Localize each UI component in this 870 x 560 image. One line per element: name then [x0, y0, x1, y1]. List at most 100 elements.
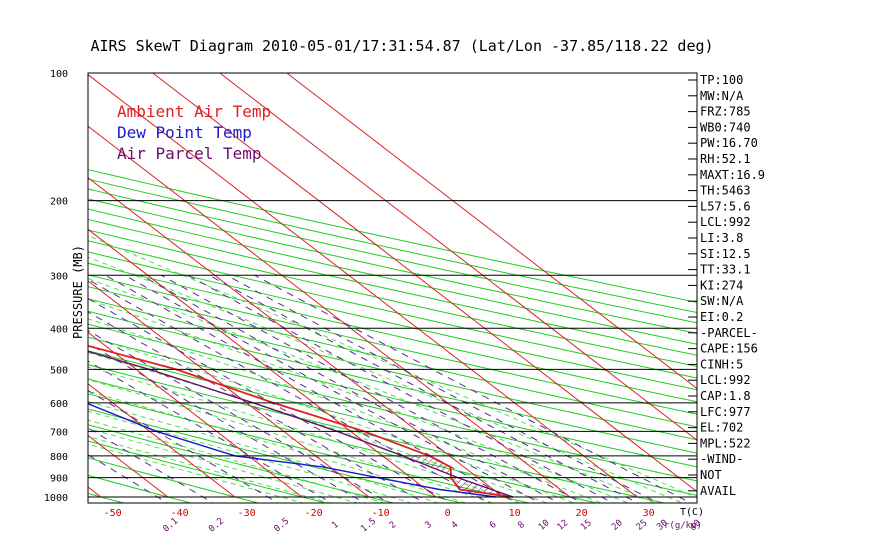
mixing-ratio-line [88, 298, 453, 503]
moist-adiabat-line [88, 443, 305, 503]
dry-adiabat-line [88, 240, 697, 379]
stability-index: EL:702 [700, 421, 743, 435]
stability-index: -PARCEL- [700, 326, 758, 340]
stability-index: MW:N/A [700, 89, 744, 103]
mixing-ratio-line [88, 390, 280, 503]
dry-adiabat-line [88, 474, 193, 503]
dry-adiabat-line [88, 178, 697, 314]
mixing-ratio-line [140, 274, 560, 503]
dry-adiabat-line [88, 208, 697, 345]
mixing-ratio-unit-label: r(g/kg) [664, 521, 702, 531]
stability-index: MAXT:16.9 [700, 168, 765, 182]
dry-adiabat-line [88, 393, 531, 503]
moist-adiabat-line [88, 318, 603, 503]
mixing-ratio-line [187, 274, 615, 503]
stability-index: NOT [700, 468, 722, 482]
mixing-ratio-tick-labels: 0.1 0.2 0.5 1 1.5 2 3 4 6 8 10 12 15 20 25 30 40 [161, 516, 702, 534]
pressure-tick-label: 400 [50, 324, 68, 335]
dry-adiabat-line [88, 323, 697, 468]
isotherm-line [88, 228, 437, 498]
dry-adiabat-line [88, 262, 697, 403]
pressure-tick-label: 300 [50, 271, 68, 282]
dry-adiabat-line [88, 198, 697, 334]
bottom-temp-tick-label: 10 [509, 508, 521, 519]
legend-entry: Ambient Air Temp [117, 102, 271, 121]
bottom-temperature-tick-labels: -50 -40 -30 -20 -10 0 10 20 30 [104, 508, 655, 519]
bottom-temp-tick-label: -30 [238, 508, 256, 519]
stability-index: EI:0.2 [700, 310, 743, 324]
mixing-ratio-line [124, 274, 542, 503]
dry-adiabat-line [88, 350, 697, 496]
dry-adiabat-line [88, 408, 464, 503]
dry-adiabat-line [88, 188, 697, 324]
moist-adiabat-line [88, 235, 697, 499]
mixing-ratio-line [161, 274, 584, 503]
mixing-ratio-tick-label: 25 [635, 518, 650, 533]
mixing-ratio-tick-label: 20 [610, 518, 625, 533]
mixing-ratio-tick-label: 2 [388, 520, 399, 531]
plot-frame [87, 72, 698, 504]
mixing-ratio-tick-label: 15 [579, 518, 594, 533]
isotherm-line [0, 73, 34, 497]
stability-index: TT:33.1 [700, 263, 751, 277]
bottom-temp-tick-label: -50 [104, 508, 122, 519]
stability-index: -WIND- [700, 452, 743, 466]
bottom-temp-tick-label: -20 [305, 508, 323, 519]
mixing-ratio-line [88, 342, 366, 503]
isotherm-line [286, 73, 697, 390]
stability-index: LCL:992 [700, 373, 751, 387]
stability-index: TH:5463 [700, 184, 751, 198]
dry-adiabat-line [88, 286, 697, 428]
moist-adiabat-line [88, 336, 576, 503]
dry-adiabat-line [88, 424, 396, 503]
stability-index: LI:3.8 [700, 231, 743, 245]
pressure-tick-labels: 100 200 300 400 500 600 700 800 900 1000 [44, 69, 68, 504]
bottom-temp-tick-label: 30 [643, 508, 655, 519]
bottom-temp-tick-label: -10 [372, 508, 390, 519]
dry-adiabat-line [88, 457, 261, 503]
stability-index: RH:52.1 [700, 152, 751, 166]
air-parcel-temp-line [88, 350, 514, 498]
moist-adiabats [88, 235, 697, 503]
pressure-tick-label: 900 [50, 474, 68, 485]
x-axis-label: T(C) [680, 507, 704, 518]
mixing-ratio-line [208, 274, 639, 503]
pressure-tick-label: 100 [50, 69, 68, 80]
dry-adiabat-line [88, 274, 697, 415]
stability-index: SI:12.5 [700, 247, 751, 261]
ambient-air-temp-line [88, 344, 514, 498]
stability-index: WB0:740 [700, 120, 751, 134]
stability-index: LFC:977 [700, 405, 751, 419]
isotherm-line [152, 73, 697, 493]
chart-title: AIRS SkewT Diagram 2010-05-01/17:31:54.8… [90, 37, 713, 55]
legend-entry: Dew Point Temp [117, 123, 252, 142]
mixing-ratio-line [88, 454, 169, 503]
mixing-ratio-tick-label: 1 [330, 520, 341, 531]
stability-index: PW:16.70 [700, 136, 758, 150]
pressure-tick-label: 500 [50, 365, 68, 376]
mixing-ratio-line [88, 427, 214, 503]
dry-adiabat-line [88, 336, 697, 482]
bottom-temp-tick-label: 20 [576, 508, 588, 519]
dry-adiabat-line [88, 298, 697, 441]
mixing-ratio-line [88, 278, 491, 503]
mixing-ratio-tick-label: 6 [488, 520, 499, 531]
dry-adiabat-line [88, 229, 697, 367]
pressure-tick-label: 700 [50, 427, 68, 438]
isotherm-line [88, 280, 370, 498]
pressure-tick-label: 1000 [44, 493, 68, 504]
y-axis-label: PRESSURE (MB) [71, 245, 85, 339]
dry-adiabat-line [88, 310, 697, 454]
dew-point-temp-line [88, 402, 497, 498]
mixing-ratio-tick-label: 0.5 [272, 516, 291, 534]
dry-adiabat-line [88, 364, 667, 503]
moist-adiabat-line [88, 401, 440, 503]
pressure-tick-label: 200 [50, 197, 68, 208]
dry-adiabat-line [88, 440, 328, 503]
stability-index: TP:100 [700, 73, 743, 87]
mixing-ratio-tick-label: 4 [450, 520, 461, 531]
stability-index: MPL:522 [700, 436, 751, 450]
mixing-ratio-tick-label: 0.1 [161, 516, 180, 534]
